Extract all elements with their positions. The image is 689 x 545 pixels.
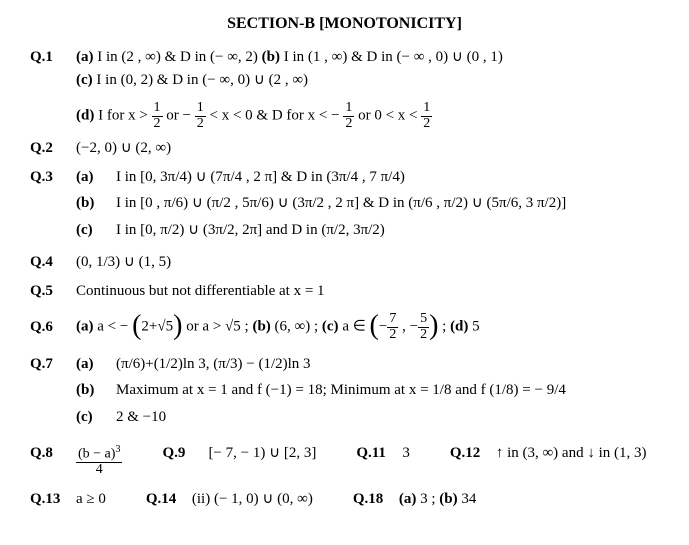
- q6-c-pre: a ∈: [339, 319, 370, 335]
- question-3: Q.3 (a)I in [0, 3π/4) ∪ (7π/4 , 2 π] & D…: [30, 166, 659, 246]
- q1-a-text: I in (2 , ∞) & D in (− ∞, 2): [94, 49, 262, 65]
- q6-body: (a) a < − (2+√5) or a > √5 ; (b) (6, ∞) …: [76, 312, 659, 342]
- row-q13-q18: Q.13 a ≥ 0 Q.14 (ii) (− 1, 0) ∪ (0, ∞) Q…: [30, 488, 659, 511]
- q5-num: Q.5: [30, 280, 76, 303]
- question-6: Q.6 (a) a < − (2+√5) or a > √5 ; (b) (6,…: [30, 312, 659, 342]
- q2-text: (−2, 0) ∪ (2, ∞): [76, 137, 659, 160]
- q3-num: Q.3: [30, 166, 76, 189]
- q14-text: (ii) (− 1, 0) ∪ (0, ∞): [192, 488, 313, 511]
- question-18: Q.18 (a) 3 ; (b) 34: [353, 488, 477, 511]
- question-13: Q.13 a ≥ 0: [30, 488, 106, 511]
- q9-num: Q.9: [162, 442, 208, 465]
- q6-a-sqrt: 2+√5: [141, 319, 173, 335]
- q11-num: Q.11: [356, 442, 402, 465]
- q6-num: Q.6: [30, 316, 76, 339]
- q3-a-label: (a): [76, 166, 116, 189]
- q6-frac-r: 52: [418, 312, 429, 342]
- q7-b-label: (b): [76, 379, 116, 402]
- question-14: Q.14 (ii) (− 1, 0) ∪ (0, ∞): [146, 488, 313, 511]
- q1-b-label: (b): [262, 49, 280, 65]
- q1-d-pre: I for x >: [94, 108, 151, 124]
- frac-half-4: 12: [421, 101, 432, 131]
- q11-text: 3: [402, 442, 410, 465]
- q3-c-text: I in [0, π/2) ∪ (3π/2, 2π] and D in (π/2…: [116, 219, 659, 242]
- q7-a-label: (a): [76, 353, 116, 376]
- q7-a-text: (π/6)+(1/2)ln 3, (π/3) − (1/2)ln 3: [116, 353, 659, 376]
- q18-a-label: (a): [399, 491, 417, 507]
- q18-b-label: (b): [439, 491, 457, 507]
- q1-a-label: (a): [76, 49, 94, 65]
- question-1: Q.1 (a) I in (2 , ∞) & D in (− ∞, 2) (b)…: [30, 46, 659, 131]
- q8-num: Q.8: [30, 442, 76, 465]
- row-q8-q12: Q.8 (b − a)3 4 Q.9 [− 7, − 1) ∪ [2, 3] Q…: [30, 442, 659, 477]
- q3-b-text: I in [0 , π/6) ∪ (π/2 , 5π/6) ∪ (3π/2 , …: [116, 192, 659, 215]
- q1-c-label: (c): [76, 72, 93, 88]
- q6-d-label: (d): [450, 319, 468, 335]
- q5-text: Continuous but not differentiable at x =…: [76, 280, 659, 303]
- q6-b-text: (6, ∞) ;: [271, 319, 322, 335]
- q1-d-mid3: or 0 < x <: [354, 108, 421, 124]
- q4-text: (0, 1/3) ∪ (1, 5): [76, 251, 659, 274]
- q1-line1: (a) I in (2 , ∞) & D in (− ∞, 2) (b) I i…: [76, 46, 659, 69]
- question-4: Q.4 (0, 1/3) ∪ (1, 5): [30, 251, 659, 274]
- q18-a-text: 3 ;: [416, 491, 439, 507]
- q14-num: Q.14: [146, 488, 192, 511]
- q13-text: a ≥ 0: [76, 488, 106, 511]
- q3-a-text: I in [0, 3π/4) ∪ (7π/4 , 2 π] & D in (3π…: [116, 166, 659, 189]
- q18-b-text: 34: [458, 491, 477, 507]
- question-8: Q.8 (b − a)3 4: [30, 442, 122, 477]
- q6-c-post: ;: [438, 319, 450, 335]
- q12-text: ↑ in (3, ∞) and ↓ in (1, 3): [496, 442, 647, 465]
- q6-d-text: 5: [468, 319, 479, 335]
- q6-a-pre: a < −: [94, 319, 133, 335]
- q7-c-label: (c): [76, 406, 116, 429]
- q6-frac-l: 72: [387, 312, 398, 342]
- question-9: Q.9 [− 7, − 1) ∪ [2, 3]: [162, 442, 316, 465]
- q1-num: Q.1: [30, 46, 76, 69]
- q1-d-mid2: < x < 0 & D for x < −: [206, 108, 344, 124]
- q3-c-label: (c): [76, 219, 116, 242]
- q4-num: Q.4: [30, 251, 76, 274]
- question-5: Q.5 Continuous but not differentiable at…: [30, 280, 659, 303]
- q6-a-label: (a): [76, 319, 94, 335]
- q1-line2: (c) I in (0, 2) & D in (− ∞, 0) ∪ (2 , ∞…: [76, 69, 659, 92]
- q13-num: Q.13: [30, 488, 76, 511]
- q6-a-post: or a > √5 ;: [182, 319, 252, 335]
- q1-d-label: (d): [76, 108, 94, 124]
- q12-num: Q.12: [450, 442, 496, 465]
- q1-c-text: I in (0, 2) & D in (− ∞, 0) ∪ (2 , ∞): [93, 72, 308, 88]
- q1-b-text: I in (1 , ∞) & D in (− ∞ , 0) ∪ (0 , 1): [280, 49, 503, 65]
- q6-b-label: (b): [252, 319, 270, 335]
- q6-c-label: (c): [322, 319, 339, 335]
- q7-num: Q.7: [30, 353, 76, 376]
- question-7: Q.7 (a)(π/6)+(1/2)ln 3, (π/3) − (1/2)ln …: [30, 353, 659, 433]
- section-title: SECTION-B [MONOTONICITY]: [30, 12, 659, 36]
- q18-num: Q.18: [353, 488, 399, 511]
- q2-num: Q.2: [30, 137, 76, 160]
- frac-half-1: 12: [152, 101, 163, 131]
- frac-half-3: 12: [343, 101, 354, 131]
- q9-text: [− 7, − 1) ∪ [2, 3]: [208, 442, 316, 465]
- q1-line3: (d) I for x > 12 or − 12 < x < 0 & D for…: [76, 101, 659, 131]
- question-11: Q.11 3: [356, 442, 410, 465]
- frac-half-2: 12: [195, 101, 206, 131]
- q7-b-text: Maximum at x = 1 and f (−1) = 18; Minimu…: [116, 379, 659, 402]
- question-12: Q.12 ↑ in (3, ∞) and ↓ in (1, 3): [450, 442, 647, 465]
- q3-b-label: (b): [76, 192, 116, 215]
- q8-frac: (b − a)3 4: [76, 445, 122, 478]
- question-2: Q.2 (−2, 0) ∪ (2, ∞): [30, 137, 659, 160]
- q1-d-mid1: or −: [163, 108, 195, 124]
- q7-c-text: 2 & −10: [116, 406, 659, 429]
